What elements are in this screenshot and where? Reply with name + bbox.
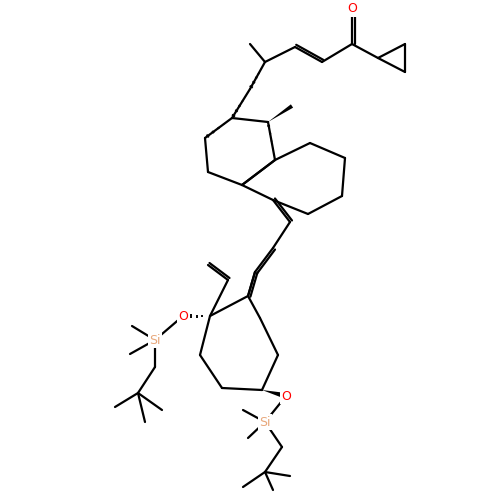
Text: O: O: [178, 310, 188, 322]
Text: Si: Si: [149, 334, 161, 346]
Text: Si: Si: [259, 416, 271, 428]
Text: O: O: [347, 2, 357, 16]
Polygon shape: [262, 390, 286, 399]
Text: O: O: [281, 390, 291, 402]
Polygon shape: [268, 104, 293, 122]
